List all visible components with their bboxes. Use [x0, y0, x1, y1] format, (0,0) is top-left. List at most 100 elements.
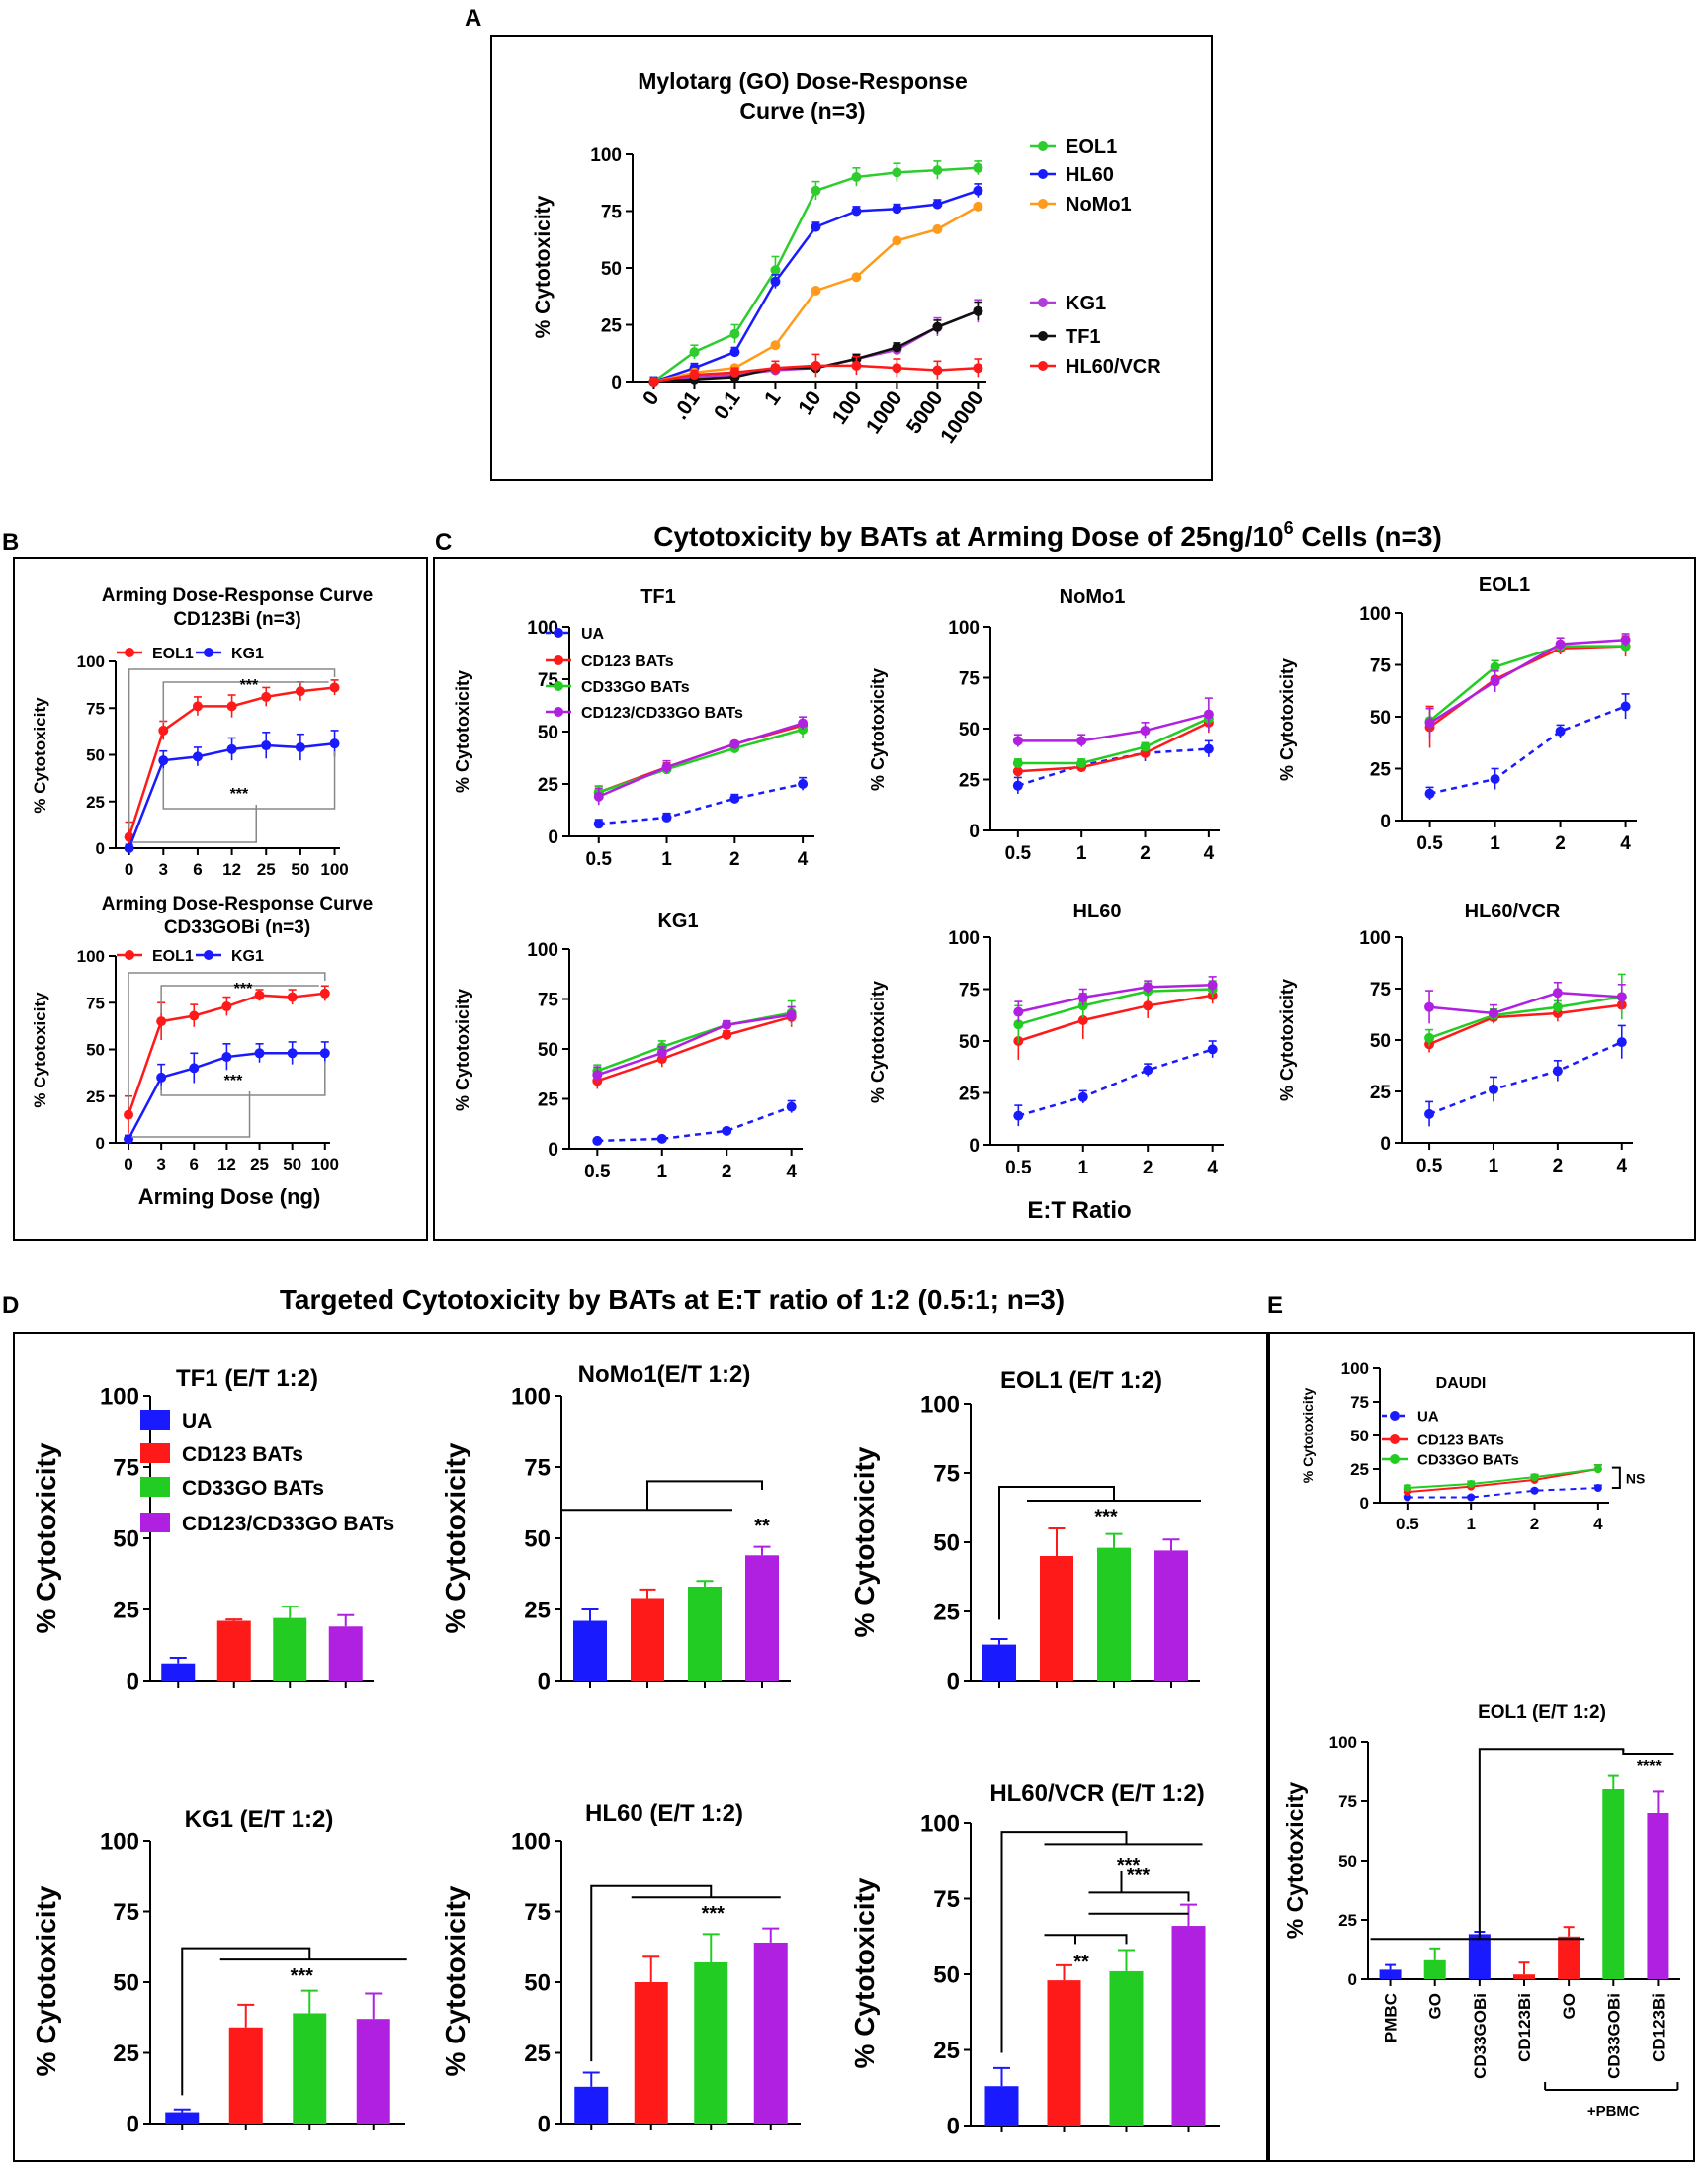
a-legend-kg1-label: KG1	[1066, 293, 1106, 314]
c-nomo1-ytick-label-2: 50	[959, 720, 980, 740]
d-nomo1-ytick-label-0: 0	[538, 1669, 551, 1695]
c-tf1-legend-ua-marker	[554, 628, 563, 638]
b1-series-kg1-point-6	[329, 738, 340, 749]
c-kg1-series-ua-point-1	[656, 1133, 667, 1144]
e-daudi-chart: 0 25 50 75 100 DAUDI % Cytotoxicity 0.5 1 2 4 UA CD1…	[1300, 1359, 1645, 1533]
d-kg1-ytick-label-3: 75	[113, 1899, 139, 1926]
c-hl60-vcr-series-cd123-cd33go-bats-point-2	[1552, 988, 1563, 999]
c-eol1-xtick-label-1: 1	[1490, 833, 1500, 854]
c-hl60-series-cd33go-bats-point-0	[1013, 1019, 1024, 1030]
a-series-eol1-point-5	[851, 172, 862, 182]
b2-ytick-label-0: 0	[96, 1134, 105, 1153]
c-eol1-ytick-label-0: 0	[1380, 812, 1391, 832]
e-eol1-xtick-label-1: GO	[1426, 1993, 1445, 2019]
b1-series-eol1-point-5	[295, 686, 305, 697]
e-eol1-xtick-label-3: CD123Bi	[1515, 1993, 1534, 2062]
a-ytick-label-4: 100	[590, 145, 622, 166]
c-eol1-ytick-label-3: 75	[1370, 655, 1392, 676]
b2-series-kg1-point-3	[221, 1052, 232, 1063]
d-hl60-vcr-title: HL60/VCR (E/T 1:2)	[989, 1781, 1204, 1807]
b2-series-kg1-point-6	[319, 1048, 330, 1059]
c-tf1-series-ua-point-1	[661, 812, 672, 823]
c-kg1-series-cd123-bats-line	[596, 1015, 793, 1083]
c-hl60-title: HL60	[1073, 901, 1122, 922]
c-eol1-series-ua-point-3	[1620, 701, 1631, 712]
panel-d-title: Targeted Cytotoxicity by BATs at E:T rat…	[280, 1284, 1065, 1315]
c-kg1-chart: 0 25 50 75 100 KG1 % Cytotoxicity 0.5 1 2 4	[453, 911, 803, 1182]
a-series-hl60-point-4	[811, 221, 821, 232]
d-eol1-ytick-label-3: 75	[933, 1461, 960, 1488]
d-tf1-chart: 0 25 50 75 100 TF1 (E/T 1:2) % Cytotoxicity UA C…	[31, 1365, 394, 1695]
b1-xtick-label-1: 3	[159, 860, 168, 879]
c-nomo1-chart: 0 25 50 75 100 NoMo1 % Cytotoxicity 0.5 1 2 4	[868, 586, 1220, 864]
b2-legend-kg1-marker	[204, 950, 214, 960]
d-hl60-vcr-ytick-label-4: 100	[920, 1811, 960, 1838]
b1-ytick-label-4: 100	[77, 652, 105, 671]
d-eol1-bar-1	[1040, 1556, 1073, 1681]
e-daudi-xtick-label-3: 4	[1593, 1515, 1603, 1533]
b1-series-eol1-point-4	[261, 691, 272, 702]
e-daudi-series-ua-point-2	[1530, 1486, 1539, 1495]
e-daudi-ytick-label-0: 0	[1360, 1494, 1369, 1513]
a-series-hl60-vcr-point-8	[973, 363, 983, 374]
b1-bracket-bottom-outer	[162, 751, 336, 810]
b1-xtick-label-3: 12	[222, 860, 241, 879]
b2-series-kg1-point-0	[124, 1134, 134, 1145]
a-series-nomo1-point-7	[932, 223, 943, 234]
c-eol1-xtick-label-0: 0.5	[1416, 833, 1443, 854]
c-hl60-vcr-xtick-label-1: 1	[1489, 1156, 1499, 1176]
b1-series-eol1-point-3	[226, 701, 237, 712]
d-nomo1-bar-2	[688, 1586, 722, 1681]
c-tf1-xtick-label-1: 1	[661, 849, 672, 870]
e-daudi-xtick-label-2: 2	[1530, 1515, 1539, 1533]
a-series-eol1-point-4	[811, 185, 821, 196]
b1-title: Arming Dose-Response Curve	[102, 585, 374, 606]
a-xtick-label-4: 10	[794, 388, 825, 419]
a-title-line2: Curve (n=3)	[739, 98, 865, 124]
c-hl60-vcr-ylabel: % Cytotoxicity	[1277, 979, 1297, 1101]
a-xtick-label-6: 1000	[862, 388, 907, 438]
a-series-hl60-vcr-point-5	[851, 360, 862, 371]
b1-series-kg1-point-3	[226, 743, 237, 754]
e-daudi-legend-cd123-bats-marker	[1390, 1434, 1400, 1444]
d-tf1-legend-label-3: CD123/CD33GO BATs	[182, 1513, 394, 1535]
d-kg1-title: KG1 (E/T 1:2)	[185, 1806, 334, 1833]
b1-xtick-label-5: 50	[291, 860, 309, 879]
b2-xtick-label-5: 50	[283, 1155, 301, 1173]
a-series-hl60-point-5	[851, 206, 862, 217]
a-legend-tf1-label: TF1	[1066, 326, 1101, 348]
c-kg1-series-cd123-cd33go-bats-point-2	[722, 1019, 732, 1030]
d-kg1-bar-0	[165, 2112, 200, 2124]
panel-a-frame	[490, 35, 1213, 481]
c-kg1-ytick-label-4: 100	[527, 940, 558, 961]
d-hl60-vcr-sig-3: **	[1073, 1952, 1089, 1973]
c-kg1-xtick-label-2: 2	[722, 1162, 732, 1182]
b1-series-kg1-point-2	[192, 751, 203, 762]
c-hl60-vcr-title: HL60/VCR	[1465, 901, 1561, 922]
e-eol1-title: EOL1 (E/T 1:2)	[1478, 1702, 1606, 1723]
d-hl60-vcr-bar-1	[1047, 1980, 1081, 2126]
d-kg1-bar-3	[356, 2019, 390, 2124]
c-hl60-vcr-ytick-label-1: 25	[1370, 1083, 1392, 1103]
d-hl60-ytick-label-4: 100	[511, 1829, 551, 1856]
b2-legend-eol1-marker	[125, 950, 134, 960]
d-hl60-bar-0	[574, 2086, 609, 2124]
c-hl60-series-ua-line	[1017, 1048, 1214, 1117]
d-kg1-chart: 0 25 50 75 100 KG1 (E/T 1:2) % Cytotoxicity ***	[31, 1806, 407, 2138]
c-hl60-vcr-xtick-label-0: 0.5	[1416, 1156, 1443, 1176]
d-kg1-ytick-label-2: 50	[113, 1970, 139, 1997]
c-kg1-series-cd123-cd33go-bats-line	[596, 1013, 792, 1077]
d-nomo1-bracket-top	[646, 1480, 763, 1511]
a-series-eol1-point-2	[729, 328, 740, 339]
c-kg1-ytick-label-0: 0	[548, 1140, 558, 1161]
a-ytick-label-1: 25	[601, 315, 623, 336]
d-tf1-ytick-label-3: 75	[113, 1455, 139, 1482]
b1-chart: 0 25 50 75 100 Arming Dose-Response Curve CD12…	[31, 585, 373, 879]
c-hl60-ytick-label-1: 25	[959, 1084, 981, 1104]
a-series-hl60-vcr-point-7	[932, 365, 943, 376]
a-series-eol1-point-8	[973, 162, 983, 173]
d-eol1-chart: 0 25 50 75 100 EOL1 (E/T 1:2) % Cytotoxicity **…	[849, 1367, 1201, 1695]
c-kg1-ylabel: % Cytotoxicity	[453, 989, 472, 1111]
a-legend-kg1-marker	[1038, 298, 1048, 307]
d-hl60-vcr-ytick-label-3: 75	[933, 1886, 960, 1913]
